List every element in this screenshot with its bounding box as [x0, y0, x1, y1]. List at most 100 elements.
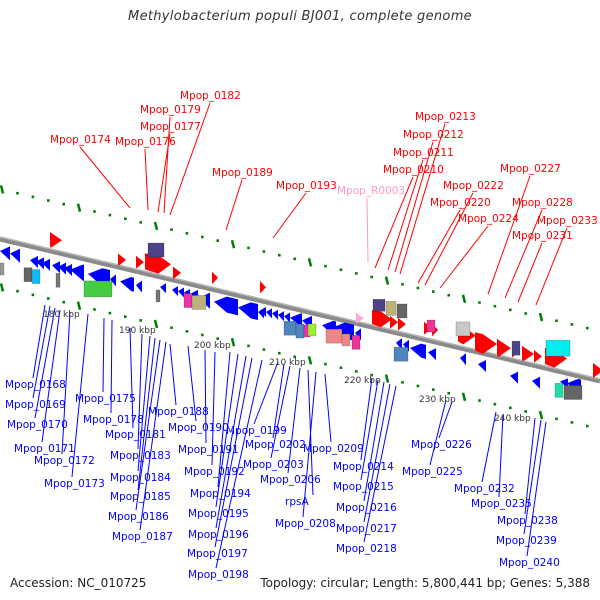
- gene-label-forward[interactable]: Mpop_0213: [415, 111, 476, 123]
- gene-label-reverse[interactable]: Mpop_0171: [14, 443, 75, 455]
- gene-label-forward[interactable]: Mpop_0231: [512, 230, 573, 242]
- leader-line: [71, 313, 89, 478]
- gene-label-forward[interactable]: Mpop_0222: [443, 180, 504, 192]
- gene-label-forward[interactable]: Mpop_0233: [537, 215, 598, 227]
- feature-box: [295, 323, 305, 339]
- gene-label-reverse[interactable]: Mpop_0168: [5, 379, 66, 391]
- gene-label-reverse[interactable]: Mpop_0226: [411, 439, 472, 451]
- gene-label-reverse[interactable]: Mpop_0198: [188, 569, 249, 581]
- gene-label-reverse[interactable]: Mpop_0173: [44, 478, 105, 490]
- gene-label-forward[interactable]: Mpop_0193: [276, 180, 337, 192]
- gene-label-reverse[interactable]: Mpop_0175: [75, 393, 136, 405]
- gene-label-forward[interactable]: Mpop_0176: [115, 136, 176, 148]
- reverse-gene-arrow: [52, 261, 60, 274]
- gene-label-forward[interactable]: Mpop_0177: [140, 121, 201, 133]
- gene-label-reverse[interactable]: Mpop_0208: [275, 518, 336, 530]
- leader-line: [225, 179, 243, 231]
- gene-label-reverse[interactable]: Mpop_0170: [7, 419, 68, 431]
- gene-label-reverse[interactable]: Mpop_0186: [108, 511, 169, 523]
- gene-label-reverse[interactable]: Mpop_0185: [110, 491, 171, 503]
- gene-label-reverse[interactable]: Mpop_0197: [187, 548, 248, 560]
- gene-label-reverse[interactable]: Mpop_0192: [184, 466, 245, 478]
- gene-label-forward[interactable]: Mpop_0211: [393, 147, 454, 159]
- gene-label-reverse[interactable]: Mpop_0188: [148, 406, 209, 418]
- feature-box: [191, 295, 207, 310]
- gene-label-reverse[interactable]: Mpop_0191: [178, 444, 239, 456]
- gene-label-reverse[interactable]: Mpop_0238: [497, 515, 558, 527]
- gene-label-reverse[interactable]: Mpop_0216: [336, 502, 397, 514]
- gene-label-reverse[interactable]: Mpop_0184: [110, 472, 171, 484]
- minor-tick: [16, 289, 19, 293]
- leader-line: [526, 421, 547, 557]
- gene-label-forward[interactable]: Mpop_0220: [430, 197, 491, 209]
- gene-label-reverse[interactable]: Mpop_0240: [499, 557, 560, 569]
- gene-label-reverse[interactable]: Mpop_0218: [336, 543, 397, 555]
- minor-tick: [139, 221, 142, 224]
- minor-tick: [493, 304, 497, 308]
- gene-label-forward[interactable]: Mpop_0212: [403, 129, 464, 141]
- gene-label-reverse[interactable]: Mpop_0172: [34, 455, 95, 467]
- leader-line: [524, 417, 536, 515]
- feature-box: [83, 280, 113, 298]
- gene-label-reverse[interactable]: Mpop_0214: [333, 461, 394, 473]
- minor-tick: [478, 301, 481, 304]
- reverse-gene-arrow: [396, 338, 402, 351]
- reverse-gene-arrow: [532, 376, 540, 389]
- gene-label-reverse[interactable]: Mpop_0209: [303, 443, 364, 455]
- gene-label-reverse[interactable]: Mpop_0169: [5, 399, 66, 411]
- gene-label-reverse[interactable]: Mpop_0199: [226, 425, 287, 437]
- leader-line: [61, 311, 71, 455]
- gene-label-reverse[interactable]: Mpop_0183: [110, 450, 171, 462]
- leader-line: [363, 385, 397, 543]
- forward-gene-arrow: [372, 310, 392, 328]
- leader-line: [272, 192, 307, 239]
- feature-box: [147, 242, 165, 258]
- gene-label-reverse[interactable]: Mpop_0202: [245, 439, 306, 451]
- gene-label-reverse[interactable]: Mpop_0181: [105, 429, 166, 441]
- gene-label-reverse[interactable]: Mpop_0190: [168, 422, 229, 434]
- tick-marks-outer: [0, 185, 589, 330]
- gene-label-forward[interactable]: Mpop_0224: [458, 213, 519, 225]
- gene-label-forward[interactable]: Mpop_R0003: [337, 185, 405, 197]
- gene-features: [0, 231, 600, 400]
- gene-label-reverse[interactable]: Mpop_0187: [112, 531, 173, 543]
- gene-label-reverse[interactable]: Mpop_0225: [402, 466, 463, 478]
- minor-tick: [447, 391, 450, 395]
- leader-line: [417, 209, 461, 284]
- feature-box: [155, 289, 161, 303]
- gene-label-reverse[interactable]: Mpop_0195: [188, 508, 249, 520]
- reverse-gene-arrow: [58, 262, 66, 275]
- gene-label-reverse[interactable]: Mpop_0178: [83, 414, 144, 426]
- gene-label-forward[interactable]: Mpop_0182: [180, 90, 241, 102]
- major-tick: [538, 410, 544, 420]
- gene-label-reverse[interactable]: Mpop_0194: [190, 488, 251, 500]
- leader-line: [517, 242, 543, 303]
- reverse-gene-arrow: [42, 258, 50, 271]
- gene-label-forward[interactable]: Mpop_0174: [50, 134, 111, 146]
- leader-line: [41, 309, 61, 443]
- gene-label-reverse[interactable]: Mpop_0235: [471, 498, 532, 510]
- gene-label-reverse[interactable]: rpsA: [285, 496, 309, 508]
- gene-label-reverse[interactable]: Mpop_0215: [333, 481, 394, 493]
- feature-box: [0, 262, 5, 276]
- gene-label-reverse[interactable]: Mpop_0217: [336, 523, 397, 535]
- forward-gene-arrow: [534, 349, 542, 363]
- minor-tick: [47, 297, 50, 300]
- reverse-gene-arrow: [238, 302, 258, 321]
- gene-label-reverse[interactable]: Mpop_0232: [454, 483, 515, 495]
- minor-tick: [324, 362, 327, 366]
- gene-label-forward[interactable]: Mpop_0179: [140, 104, 201, 116]
- reverse-gene-arrow: [178, 287, 184, 298]
- gene-label-forward[interactable]: Mpop_0189: [212, 167, 273, 179]
- topology-info: Topology: circular; Length: 5,800,441 bp…: [260, 576, 590, 590]
- gene-label-forward[interactable]: Mpop_0227: [500, 163, 561, 175]
- gene-label-reverse[interactable]: Mpop_0196: [188, 529, 249, 541]
- gene-label-reverse[interactable]: Mpop_0206: [260, 474, 321, 486]
- reverse-gene-arrow: [284, 312, 290, 323]
- feature-box: [563, 385, 583, 400]
- scale-label: 210 kbp: [269, 358, 306, 368]
- gene-label-forward[interactable]: Mpop_0228: [512, 197, 573, 209]
- gene-label-reverse[interactable]: Mpop_0203: [243, 459, 304, 471]
- gene-label-forward[interactable]: Mpop_0210: [383, 164, 444, 176]
- gene-label-reverse[interactable]: Mpop_0239: [496, 535, 557, 547]
